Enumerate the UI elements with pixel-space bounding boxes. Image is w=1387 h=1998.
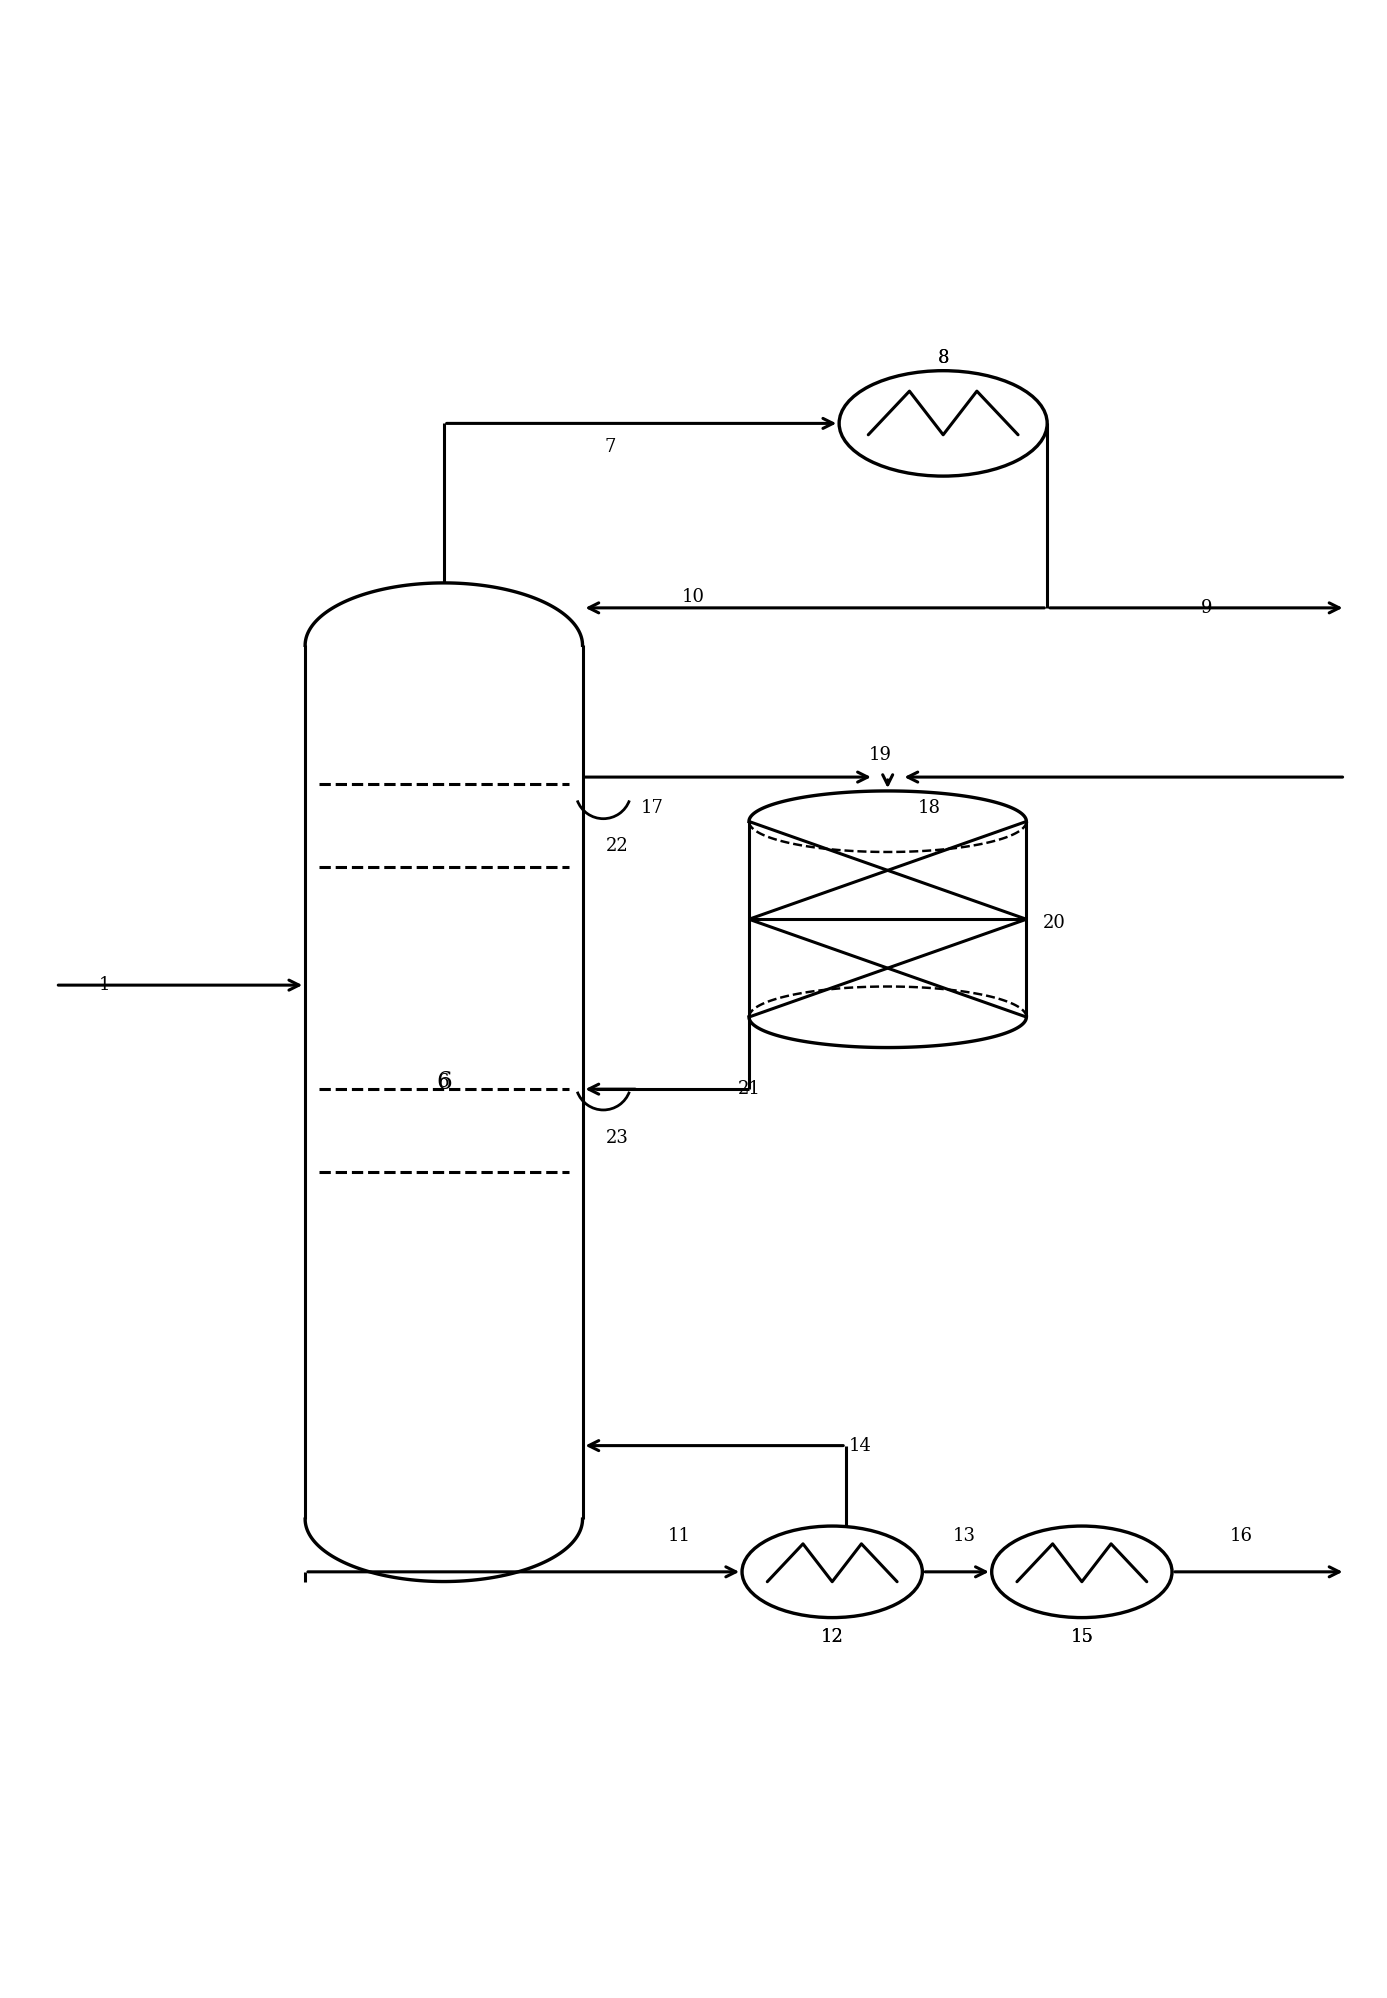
Text: 9: 9	[1201, 599, 1212, 617]
Text: 12: 12	[821, 1628, 843, 1646]
Text: 15: 15	[1071, 1628, 1093, 1646]
Text: 16: 16	[1230, 1526, 1252, 1544]
Text: 20: 20	[1043, 913, 1065, 931]
Text: 11: 11	[669, 1526, 691, 1544]
Ellipse shape	[839, 372, 1047, 476]
Text: 22: 22	[606, 837, 628, 855]
Text: 14: 14	[849, 1437, 871, 1455]
Text: 23: 23	[606, 1129, 628, 1147]
Text: 10: 10	[682, 587, 705, 605]
Text: 19: 19	[870, 745, 892, 763]
Text: 6: 6	[438, 1073, 449, 1091]
Text: 1: 1	[98, 977, 110, 995]
Text: 8: 8	[938, 350, 949, 368]
Text: 12: 12	[821, 1628, 843, 1646]
Ellipse shape	[742, 1526, 922, 1618]
Text: 6: 6	[436, 1071, 452, 1093]
Text: 15: 15	[1071, 1628, 1093, 1646]
Text: 18: 18	[918, 799, 940, 817]
Text: 8: 8	[938, 350, 949, 368]
Text: 21: 21	[738, 1081, 760, 1099]
Text: 7: 7	[605, 438, 616, 456]
Ellipse shape	[992, 1526, 1172, 1618]
Text: 13: 13	[953, 1526, 975, 1544]
Text: 17: 17	[641, 799, 663, 817]
